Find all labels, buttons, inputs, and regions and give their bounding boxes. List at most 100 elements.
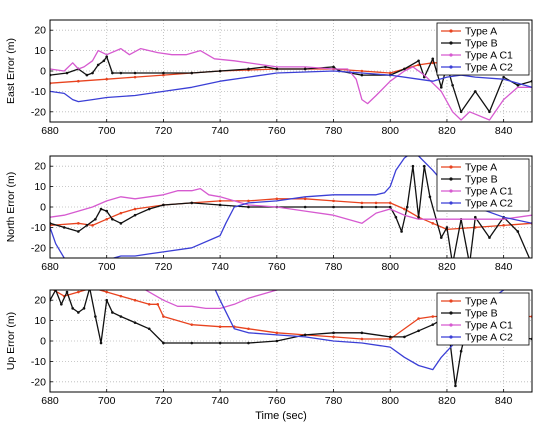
data-point-type-b (99, 207, 103, 211)
data-point-type-b (459, 110, 463, 114)
data-point-type-b (105, 298, 109, 302)
legend-marker-type-a (449, 29, 453, 33)
data-point-type-b (105, 55, 109, 59)
data-point-type-a (190, 323, 194, 326)
legend-marker-type-a (449, 299, 453, 303)
legend-label-type-a-c2: Type A C2 (465, 332, 513, 344)
data-point-type-b (303, 205, 307, 209)
x-tick-label: 820 (438, 125, 456, 137)
legend-marker-type-b (449, 177, 453, 181)
data-point-type-a (360, 69, 364, 73)
data-point-type-a (162, 73, 165, 77)
panel-1: 680 700 720 740 760 780 800 820 840 20 10 0 -10 -20 Ea… (5, 19, 533, 137)
data-point-type-b (77, 230, 80, 233)
data-point-type-a (133, 75, 137, 79)
y-tick-label: 0 (40, 66, 46, 78)
series-line-type-a-c2 (50, 70, 532, 103)
y-tick-label: -10 (31, 222, 46, 234)
data-point-type-b (190, 201, 194, 205)
x-tick-label: 820 (438, 261, 456, 273)
series-line-type-b (50, 165, 531, 258)
legend-label-type-a-c1: Type A C1 (465, 50, 513, 62)
data-point-type-b (473, 90, 477, 93)
legend-marker-type-a-c1 (449, 53, 453, 57)
y-tick-label: 0 (40, 202, 46, 214)
data-point-type-b (275, 339, 279, 343)
data-point-type-b (105, 209, 109, 213)
y-tick-label: 10 (34, 45, 46, 57)
data-point-type-a (105, 217, 109, 221)
legend-label-type-a: Type A (465, 296, 497, 308)
legend-marker-type-a-c2 (449, 65, 453, 69)
data-point-type-b (247, 67, 250, 71)
x-tick-label: 720 (155, 125, 173, 137)
legend-marker-type-b (449, 311, 453, 315)
y-tick-label: 20 (34, 295, 46, 307)
y-tick-label: 10 (34, 181, 46, 193)
x-tick-label: 700 (98, 395, 116, 407)
legend-marker-type-b (449, 41, 453, 45)
data-point-type-b (488, 236, 491, 239)
legend-marker-type-a-c2 (449, 335, 453, 339)
data-point-type-a (218, 199, 222, 203)
data-point-type-a (388, 201, 392, 205)
legend-label-type-a-c1: Type A C1 (465, 320, 513, 332)
series-line-type-a-c1 (50, 187, 532, 224)
data-point-type-b (111, 71, 114, 75)
data-point-type-a (374, 201, 378, 205)
x-tick-label: 800 (381, 261, 399, 273)
data-point-type-b (162, 71, 165, 75)
data-point-type-b (218, 341, 222, 345)
x-tick-label: 840 (495, 261, 513, 273)
data-point-type-b (388, 335, 392, 339)
y-tick-label: -20 (31, 376, 46, 388)
data-point-type-b (303, 333, 307, 337)
data-point-type-b (65, 71, 69, 75)
data-point-type-b (388, 205, 392, 209)
data-point-type-a (77, 79, 80, 83)
series-line-type-a-c1 (144, 290, 277, 310)
y-tick-label: -20 (31, 106, 46, 118)
x-tick-label: 740 (211, 261, 229, 273)
data-point-type-b (102, 59, 106, 63)
data-point-type-b (502, 75, 505, 79)
data-point-type-a (91, 224, 94, 227)
x-tick-label: 700 (98, 261, 116, 273)
data-point-type-b (190, 71, 194, 75)
data-point-type-b (119, 222, 123, 225)
y-tick-label: -10 (31, 356, 46, 368)
data-point-type-b (360, 331, 364, 335)
data-point-type-b (77, 311, 80, 314)
legend-label-type-b: Type B (465, 38, 498, 50)
data-point-type-a (431, 222, 435, 225)
series-line-type-a-c2 (50, 156, 532, 258)
data-point-type-b (85, 73, 89, 77)
data-point-type-a (403, 207, 406, 211)
data-point-type-a (332, 335, 335, 339)
series-group (50, 156, 532, 258)
data-point-type-a (147, 302, 151, 306)
data-point-type-b (162, 203, 165, 207)
data-point-type-b (147, 207, 151, 211)
data-point-type-b (332, 65, 335, 69)
data-point-type-b (133, 71, 137, 75)
data-point-type-b (417, 329, 420, 333)
x-tick-label: 780 (325, 125, 343, 137)
y-tick-label: 0 (40, 336, 46, 348)
x-tick-label: 720 (155, 395, 173, 407)
legend-label-type-a: Type A (465, 162, 497, 174)
data-point-type-b (218, 203, 222, 207)
data-point-type-a (275, 331, 279, 335)
data-point-type-b (111, 217, 114, 221)
data-point-type-a (417, 317, 420, 320)
axes-frame (49, 155, 533, 259)
x-tick-label: 800 (381, 125, 399, 137)
x-tick-label: 780 (325, 395, 343, 407)
data-point-type-a (360, 337, 364, 341)
legend-label-type-a-c1: Type A C1 (465, 186, 513, 198)
data-point-type-b (400, 230, 403, 233)
legend-label-type-b: Type B (465, 174, 498, 186)
data-point-type-b (403, 335, 406, 339)
data-point-type-b (417, 215, 420, 219)
